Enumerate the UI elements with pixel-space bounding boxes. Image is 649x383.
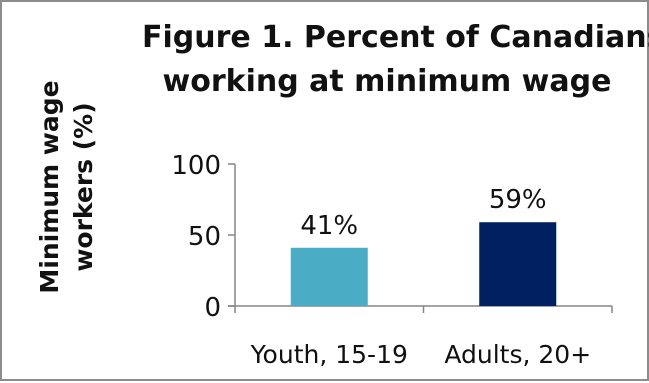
y-tick-label: 50 xyxy=(188,222,221,252)
y-tick-label: 100 xyxy=(171,151,221,181)
chart-title: Figure 1. Percent of Canadians working a… xyxy=(142,16,649,104)
bar xyxy=(290,247,368,306)
y-tick-label: 0 xyxy=(204,293,221,323)
x-category-label: Youth, 15-19 xyxy=(250,340,408,369)
chart-title-line-2: working at minimum wage xyxy=(162,64,612,99)
data-label: 41% xyxy=(300,211,358,241)
x-category-label: Adults, 20+ xyxy=(444,340,591,369)
bar xyxy=(479,222,557,306)
chart-title-line-1: Figure 1. Percent of Canadians xyxy=(142,20,649,55)
data-label: 59% xyxy=(489,185,547,215)
